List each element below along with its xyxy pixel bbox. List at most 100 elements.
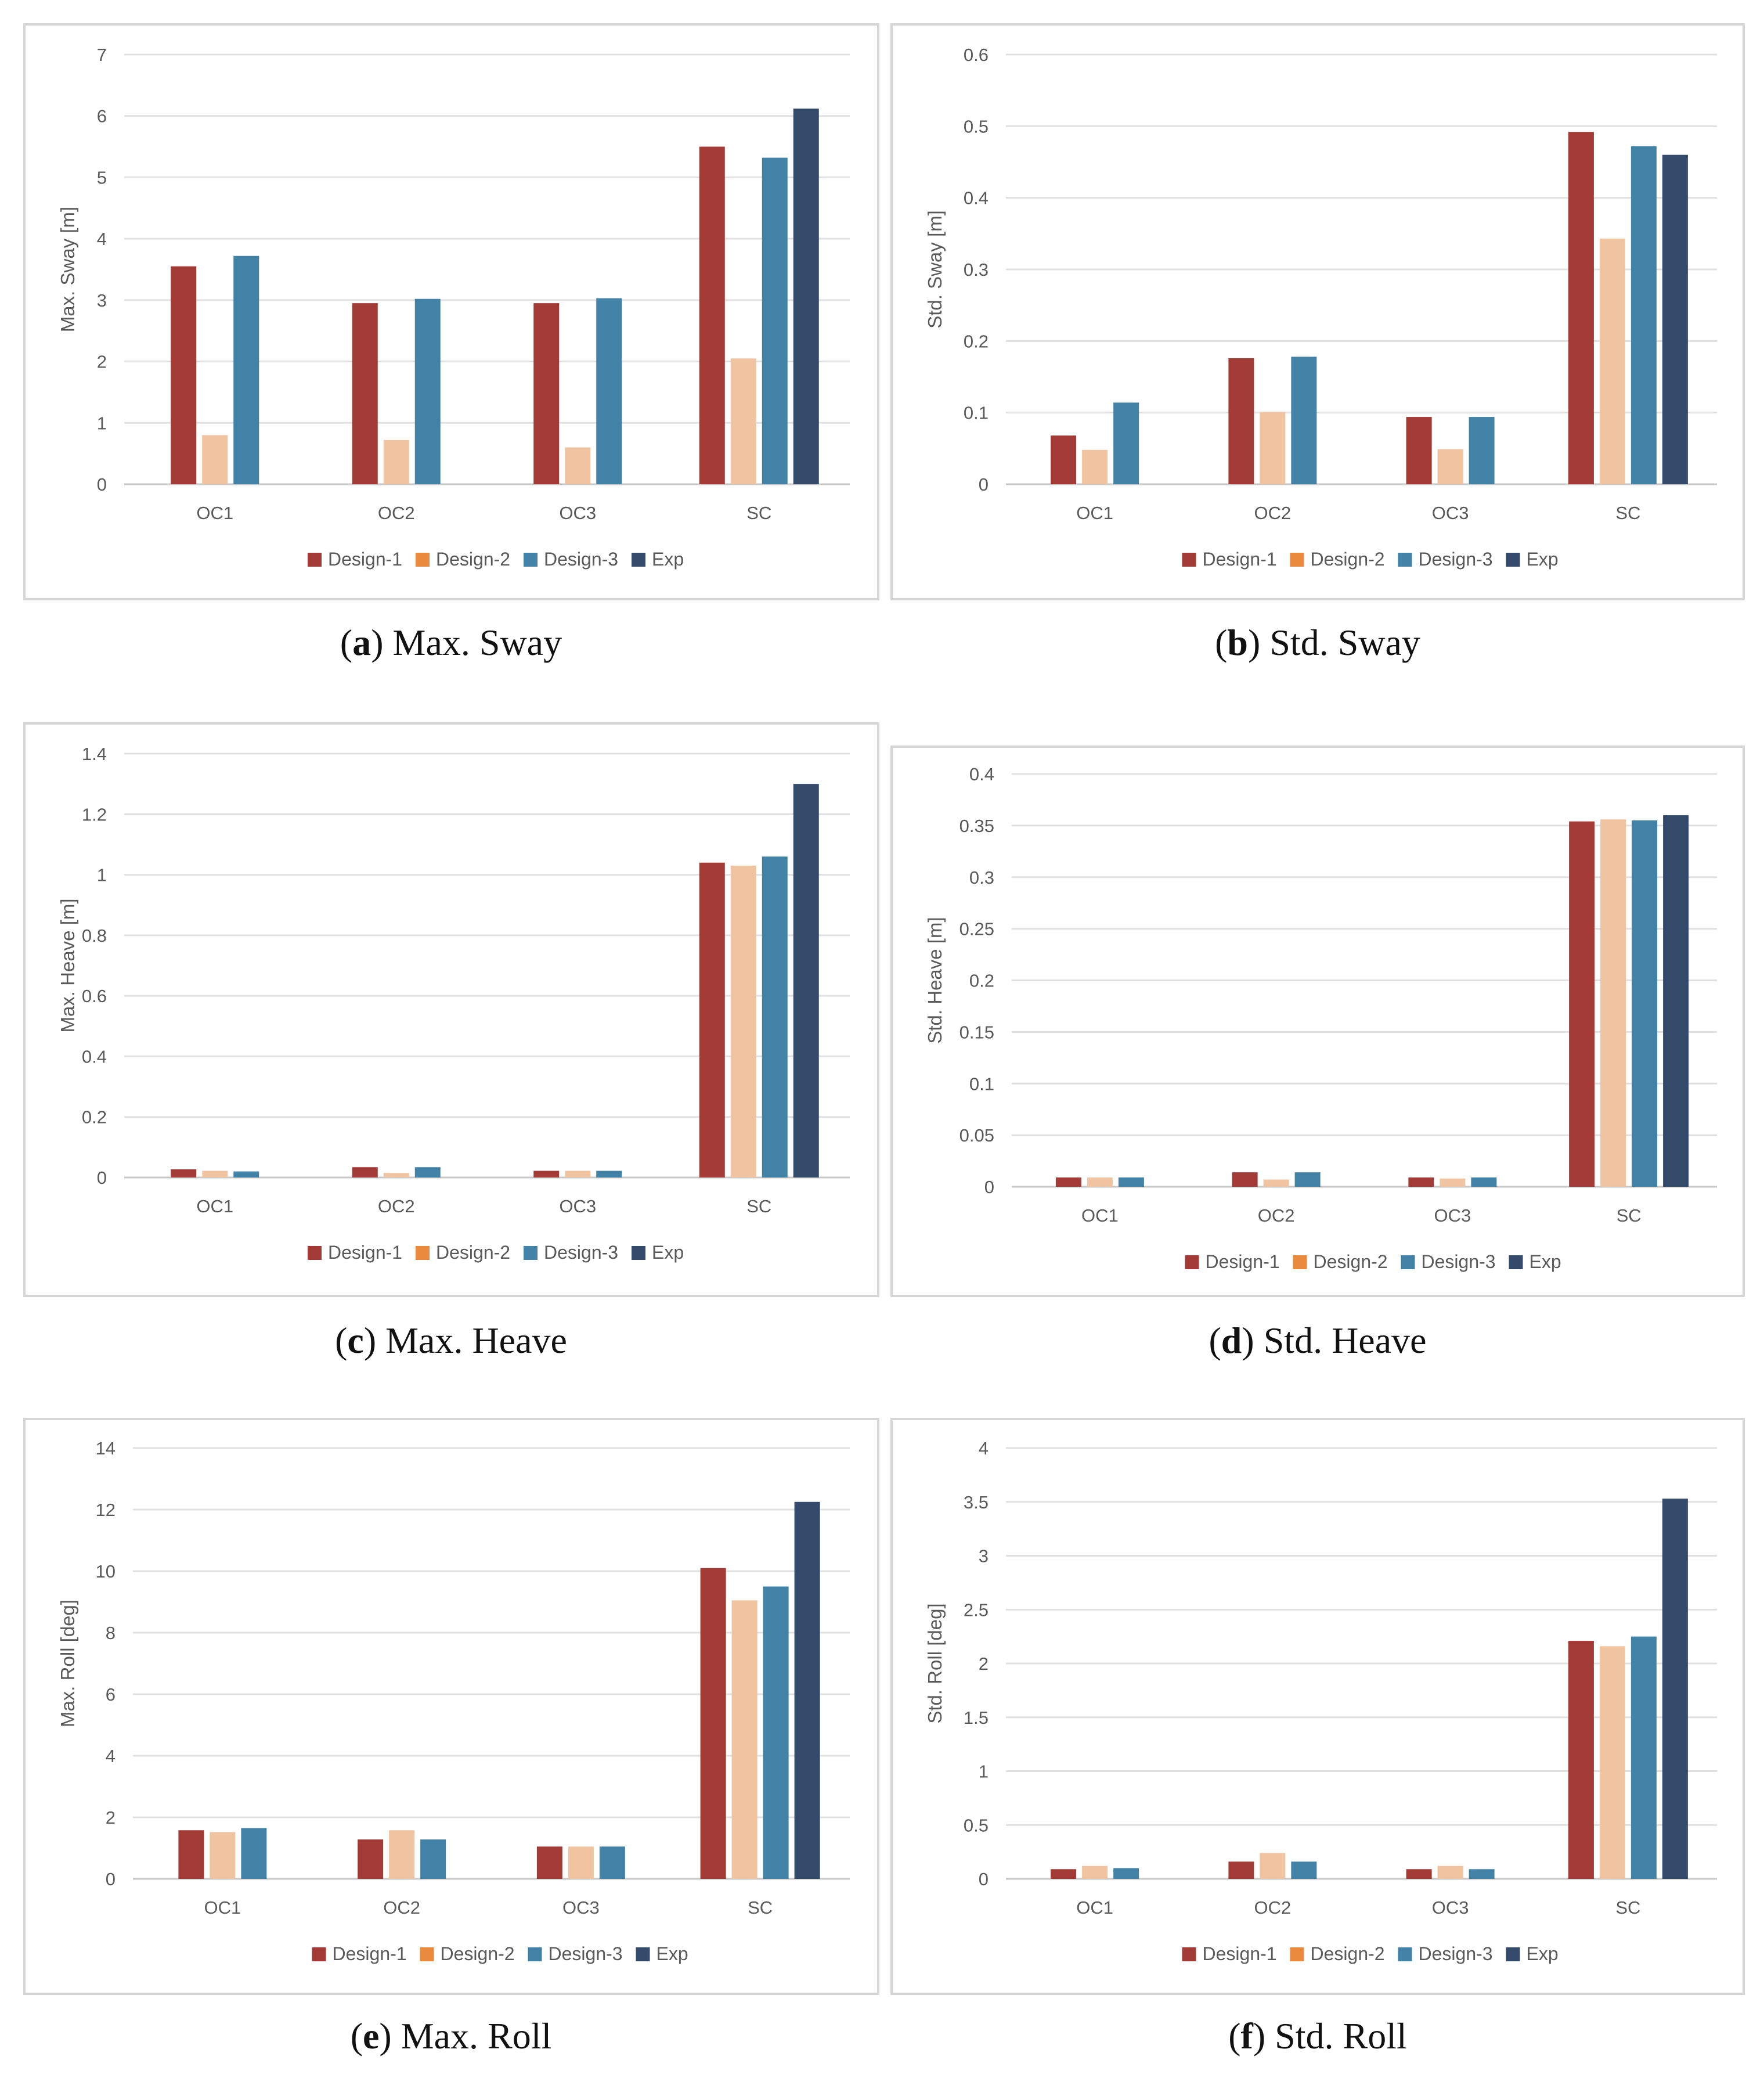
y-tick-label: 1 — [979, 1762, 989, 1782]
x-tick-label: OC3 — [559, 503, 596, 523]
bar-design-1-sc — [1568, 132, 1594, 484]
legend-swatch-design-2 — [1290, 553, 1304, 567]
x-tick-label: OC2 — [378, 1196, 415, 1216]
legend-swatch-design-1 — [308, 553, 322, 567]
y-axis-label: Std. Sway [m] — [924, 210, 946, 329]
y-tick-label: 0.4 — [82, 1046, 107, 1067]
legend-label-design-3: Design-3 — [1419, 1943, 1493, 1964]
bar-design-1-oc1 — [178, 1830, 204, 1879]
bar-design-2-sc — [1600, 819, 1626, 1187]
bar-design-2-sc — [731, 1600, 757, 1879]
x-tick-label: OC1 — [204, 1897, 241, 1918]
legend-swatch-exp — [1506, 1947, 1520, 1961]
y-tick-label: 3.5 — [964, 1492, 989, 1512]
legend-label-design-1: Design-1 — [1203, 549, 1277, 570]
legend-swatch-exp — [636, 1947, 650, 1961]
x-tick-label: OC2 — [383, 1897, 420, 1918]
bar-design-3-sc — [1630, 1636, 1657, 1879]
bar-design-3-oc1 — [1113, 402, 1139, 484]
caption-std-heave: (d) Std. Heave — [1209, 1320, 1427, 1361]
bar-design-2-sc — [730, 865, 756, 1177]
y-tick-label: 0.1 — [969, 1074, 994, 1094]
chart-svg-std-roll: 0 0.5 1 1.5 2 2.5 3 3.5 4 Std. Roll [deg] OC1 OC2 OC… — [924, 1438, 1717, 1964]
bar-design-3-oc3 — [1471, 1177, 1497, 1187]
y-tick-label: 0.4 — [969, 764, 994, 784]
bar-design-1-oc1 — [171, 266, 197, 484]
x-tick-label: OC1 — [1076, 1897, 1113, 1918]
bar-design-2-oc1 — [1082, 449, 1108, 484]
bar-design-2-sc — [1599, 238, 1625, 484]
legend-swatch-design-3 — [1401, 1255, 1415, 1269]
bar-exp-sc — [1662, 154, 1688, 484]
bar-design-1-sc — [699, 862, 725, 1177]
chart-panel-max-roll: 0 2 4 6 8 10 12 14 Max. Roll [deg] OC1 OC2 OC3 SC Des… — [23, 1418, 879, 1995]
chart-svg-std-sway: 0 0.1 0.2 0.3 0.4 0.5 0.6 Std. Sway [m] OC1 OC2 OC… — [924, 45, 1717, 570]
bar-design-2-oc3 — [568, 1846, 594, 1879]
bar-exp-sc — [1662, 1499, 1688, 1879]
x-tick-label: SC — [1617, 1205, 1642, 1226]
bar-design-2-oc2 — [1263, 1179, 1289, 1187]
bar-design-1-oc3 — [1408, 1177, 1434, 1187]
x-tick-label: SC — [1615, 1897, 1640, 1918]
y-axis-label: Std. Roll [deg] — [924, 1603, 946, 1723]
bar-exp-sc — [794, 1501, 820, 1879]
chart-svg-max-sway: 0 1 2 3 4 5 6 7 Max. Sway [m] OC1 OC2 OC3 SC Design-1… — [57, 45, 850, 570]
bar-design-3-sc — [763, 1586, 789, 1879]
bar-design-2-oc1 — [202, 1171, 228, 1177]
x-tick-label: OC2 — [1254, 503, 1292, 523]
bar-design-1-oc3 — [533, 303, 560, 484]
x-tick-label: SC — [748, 1897, 773, 1918]
legend-label-design-1: Design-1 — [1206, 1251, 1280, 1272]
legend-label-design-2: Design-2 — [1314, 1251, 1388, 1272]
legend-swatch-design-3 — [524, 1246, 538, 1260]
legend-label-exp: Exp — [656, 1943, 688, 1964]
legend-label-design-3: Design-3 — [1422, 1251, 1496, 1272]
legend-label-exp: Exp — [652, 549, 684, 570]
y-tick-label: 1 — [97, 865, 107, 885]
x-tick-label: SC — [746, 503, 771, 523]
legend-swatch-design-2 — [1293, 1255, 1307, 1269]
bar-design-3-oc3 — [1469, 417, 1495, 484]
bar-design-2-oc2 — [1260, 412, 1286, 484]
y-tick-label: 4 — [97, 229, 107, 249]
x-tick-label: OC1 — [1081, 1205, 1119, 1226]
legend-label-exp: Exp — [1529, 1251, 1561, 1272]
legend-label-design-1: Design-1 — [328, 549, 402, 570]
bar-design-3-sc — [762, 856, 788, 1177]
y-tick-label: 0.6 — [82, 986, 107, 1006]
y-tick-label: 0 — [979, 1869, 989, 1889]
bar-design-1-oc1 — [1051, 1869, 1077, 1879]
bar-design-3-oc3 — [596, 298, 622, 484]
x-tick-label: OC1 — [196, 503, 233, 523]
legend-label-design-3: Design-3 — [549, 1943, 623, 1964]
x-tick-label: OC3 — [1432, 1897, 1469, 1918]
y-tick-label: 2.5 — [964, 1600, 989, 1620]
bar-exp-sc — [793, 109, 819, 484]
bar-design-3-sc — [1630, 146, 1657, 484]
legend-label-design-1: Design-1 — [328, 1242, 402, 1263]
legend-swatch-design-3 — [524, 553, 538, 567]
bar-design-2-oc2 — [389, 1830, 415, 1879]
y-tick-label: 0.3 — [964, 260, 989, 280]
bar-design-3-oc3 — [596, 1171, 622, 1177]
chart-panel-max-sway: 0 1 2 3 4 5 6 7 Max. Sway [m] OC1 OC2 OC3 SC Design-1… — [23, 23, 879, 600]
bar-design-3-oc2 — [414, 1167, 441, 1177]
bar-design-1-oc2 — [352, 303, 378, 484]
y-tick-label: 2 — [979, 1654, 989, 1674]
y-tick-label: 0.5 — [964, 116, 989, 136]
bar-exp-sc — [1663, 815, 1689, 1187]
legend-swatch-design-3 — [1398, 1947, 1412, 1961]
bar-design-1-oc2 — [352, 1167, 378, 1177]
y-tick-label: 0.6 — [964, 45, 989, 65]
legend-swatch-design-1 — [1182, 1947, 1196, 1961]
y-axis-label: Max. Roll [deg] — [57, 1600, 78, 1727]
x-tick-label: OC3 — [559, 1196, 596, 1216]
y-tick-label: 0.1 — [964, 403, 989, 423]
y-axis-label: Std. Heave [m] — [924, 917, 946, 1043]
legend-swatch-exp — [632, 1246, 645, 1260]
legend-label-exp: Exp — [652, 1242, 684, 1263]
caption-std-roll: (f) Std. Roll — [1228, 2015, 1407, 2057]
x-tick-label: OC2 — [1254, 1897, 1292, 1918]
y-tick-label: 3 — [979, 1546, 989, 1566]
legend-label-design-3: Design-3 — [544, 549, 618, 570]
